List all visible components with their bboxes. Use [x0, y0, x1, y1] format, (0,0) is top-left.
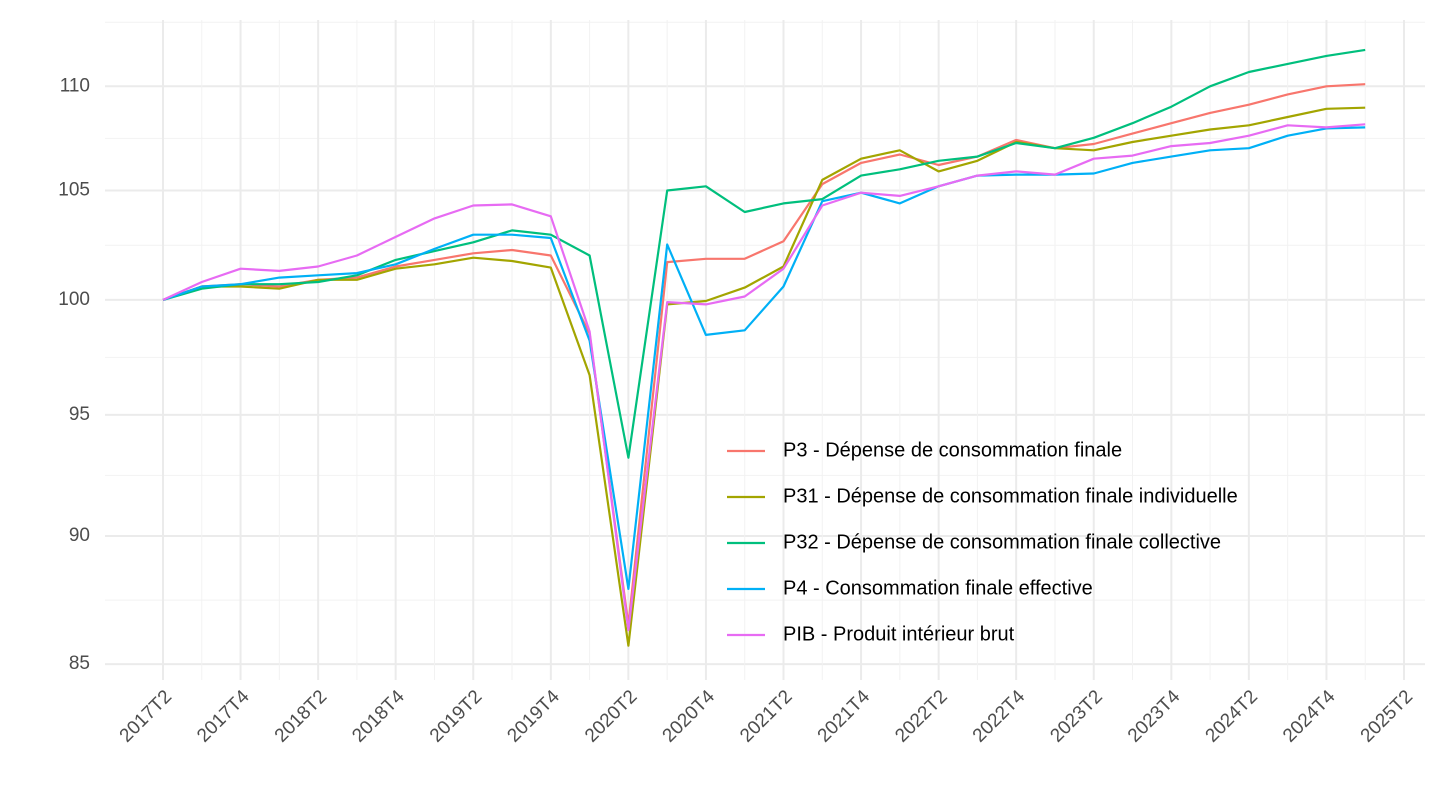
legend-label: P3 - Dépense de consommation finale: [783, 439, 1122, 461]
x-tick-label: 2021T2: [736, 686, 796, 746]
x-tick-label: 2022T4: [969, 686, 1030, 747]
series-line: [162, 48, 1366, 459]
y-tick-label: 90: [69, 525, 90, 546]
x-tick-label: 2019T4: [503, 686, 564, 747]
legend-label: PIB - Produit intérieur brut: [783, 623, 1015, 645]
x-tick-label: 2021T4: [814, 686, 875, 747]
x-tick-label: 2023T4: [1124, 686, 1185, 747]
y-tick-label: 100: [58, 289, 90, 310]
x-tick-label: 2025T2: [1357, 686, 1417, 746]
x-tick-label: 2017T4: [193, 686, 254, 747]
legend-label: P4 - Consommation finale effective: [783, 577, 1093, 599]
legend-label: P32 - Dépense de consommation finale col…: [783, 531, 1221, 553]
x-tick-label: 2020T4: [659, 686, 720, 747]
x-tick-label: 2019T2: [426, 686, 486, 746]
series-line: [162, 83, 1366, 626]
x-tick-label: 2018T2: [271, 686, 331, 746]
y-tick-label: 95: [69, 404, 90, 425]
x-tick-label: 2023T2: [1046, 686, 1106, 746]
series-line: [162, 106, 1366, 647]
series-line: [162, 126, 1366, 590]
x-tick-label: 2024T2: [1202, 686, 1262, 746]
x-tick-label: 2017T2: [116, 686, 176, 746]
y-tick-label: 85: [69, 653, 90, 674]
y-tick-label: 110: [60, 75, 90, 96]
x-tick-label: 2018T4: [348, 686, 409, 747]
x-tick-label: 2020T2: [581, 686, 641, 746]
x-tick-label: 2024T4: [1279, 686, 1340, 747]
y-tick-label: 105: [58, 180, 90, 201]
x-tick-label: 2022T2: [891, 686, 951, 746]
legend-label: P31 - Dépense de consommation finale ind…: [783, 485, 1238, 507]
series-line: [162, 123, 1366, 632]
